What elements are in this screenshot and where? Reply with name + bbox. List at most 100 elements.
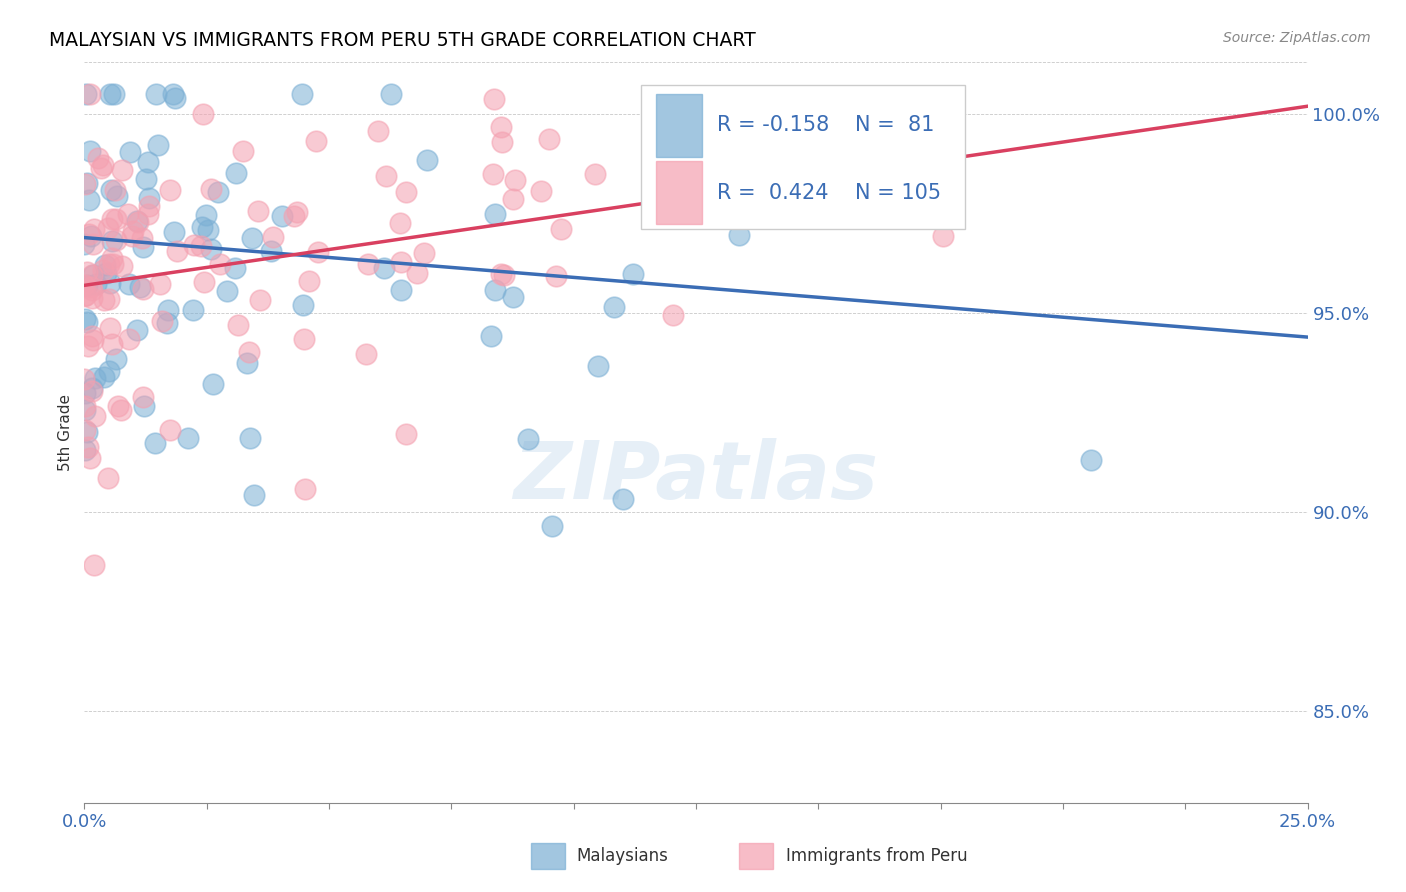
Point: [138, 199, 160, 213]
Point: [82, 268, 104, 282]
Point: [97, 221, 120, 235]
Point: [75, 385, 97, 400]
Point: [200, 242, 222, 256]
Point: [247, 204, 270, 219]
Point: [165, 90, 187, 104]
Point: [127, 215, 149, 229]
Point: [77, 194, 100, 208]
Point: [98, 321, 121, 335]
Point: [97, 471, 120, 485]
Point: [482, 167, 505, 181]
Point: [200, 182, 222, 196]
Point: [118, 277, 141, 292]
Point: [132, 399, 155, 413]
Point: [389, 283, 412, 297]
FancyBboxPatch shape: [738, 843, 773, 870]
Text: R =  0.424: R = 0.424: [717, 183, 828, 202]
Point: [224, 261, 246, 276]
Point: [122, 224, 145, 238]
Point: [150, 314, 173, 328]
Point: [75, 87, 97, 102]
Point: [367, 124, 389, 138]
Point: [484, 283, 506, 297]
Point: [236, 356, 259, 370]
Point: [110, 403, 132, 417]
Point: [482, 92, 505, 106]
Point: [586, 359, 609, 373]
Point: [118, 332, 141, 346]
Point: [94, 267, 117, 281]
Point: [239, 431, 262, 445]
Point: [505, 173, 527, 187]
Point: [125, 323, 148, 337]
Point: [79, 227, 101, 241]
Point: [662, 308, 685, 322]
Point: [98, 257, 121, 271]
Point: [207, 185, 229, 199]
Point: [98, 364, 121, 378]
Text: N =  81: N = 81: [855, 115, 935, 135]
Point: [209, 257, 232, 271]
Point: [94, 258, 117, 272]
Point: [159, 424, 181, 438]
Point: [79, 145, 101, 159]
Point: [243, 488, 266, 502]
Point: [728, 228, 751, 243]
Point: [107, 399, 129, 413]
Point: [100, 183, 122, 197]
Point: [101, 251, 124, 265]
Point: [502, 192, 524, 206]
Point: [183, 238, 205, 252]
Point: [190, 239, 212, 253]
Point: [82, 237, 104, 252]
Point: [90, 161, 112, 175]
Point: [118, 145, 141, 160]
Point: [111, 162, 134, 177]
Point: [136, 207, 159, 221]
Point: [84, 409, 107, 424]
Point: [285, 205, 308, 219]
Text: Immigrants from Peru: Immigrants from Peru: [786, 847, 969, 865]
Point: [517, 432, 540, 446]
Point: [75, 288, 97, 302]
Point: [145, 87, 167, 102]
Point: [104, 212, 127, 227]
Point: [73, 288, 96, 302]
Point: [101, 257, 124, 271]
Point: [283, 209, 305, 223]
Point: [77, 440, 100, 454]
Point: [1080, 453, 1102, 467]
Point: [193, 106, 215, 120]
Point: [84, 277, 107, 291]
FancyBboxPatch shape: [641, 85, 965, 229]
Point: [117, 207, 139, 221]
Point: [191, 219, 214, 234]
Point: [195, 208, 218, 222]
Point: [73, 443, 96, 458]
Point: [291, 87, 314, 102]
Point: [394, 426, 416, 441]
Point: [294, 482, 316, 496]
Point: [307, 244, 329, 259]
Point: [82, 333, 104, 347]
Point: [298, 274, 321, 288]
Point: [135, 172, 157, 186]
Point: [240, 231, 263, 245]
Text: ZIPatlas: ZIPatlas: [513, 438, 879, 516]
Point: [226, 318, 249, 332]
Point: [262, 230, 284, 244]
Point: [76, 176, 98, 190]
Point: [121, 229, 143, 244]
Point: [546, 268, 568, 283]
Point: [73, 372, 96, 386]
Point: [166, 244, 188, 258]
Point: [131, 230, 153, 244]
Point: [232, 144, 254, 158]
Point: [91, 158, 114, 172]
Point: [132, 390, 155, 404]
Point: [93, 293, 115, 307]
Point: [389, 255, 412, 269]
Point: [80, 229, 103, 244]
Point: [395, 185, 418, 199]
Point: [80, 329, 103, 343]
